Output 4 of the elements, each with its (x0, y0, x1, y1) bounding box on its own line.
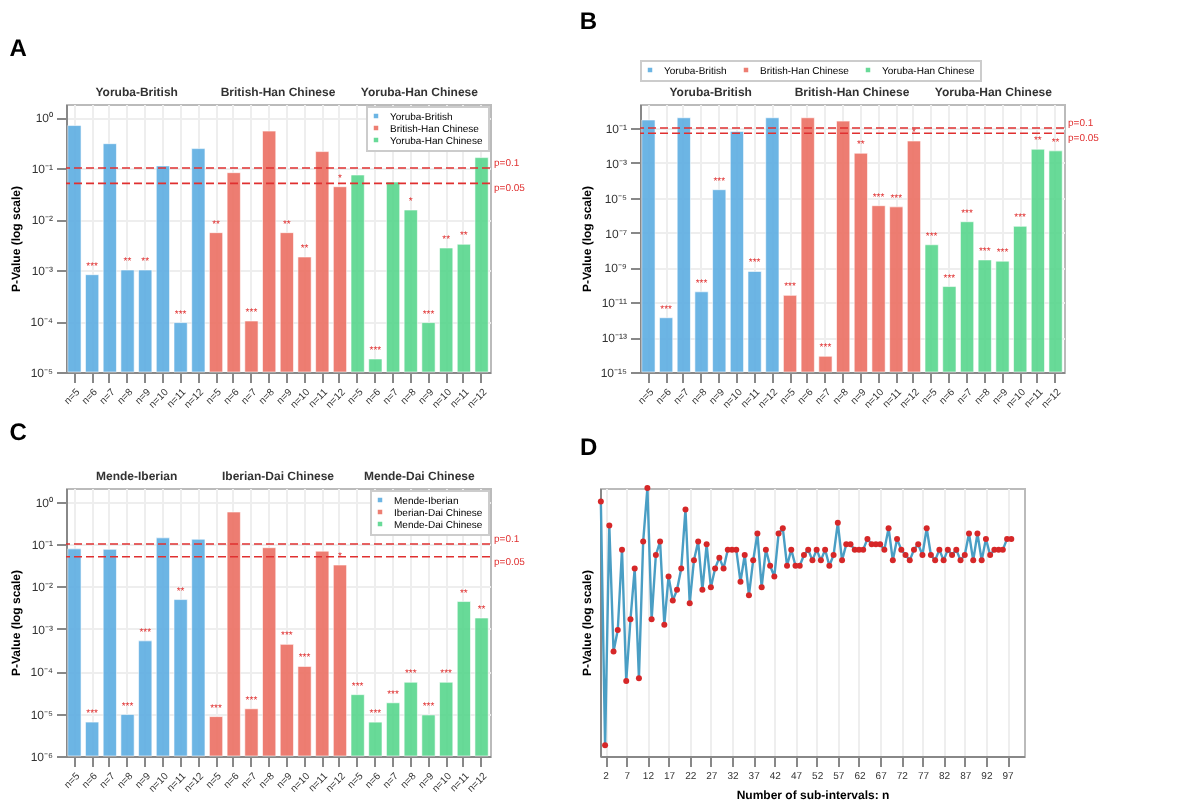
chart-title: A (9, 34, 28, 62)
chart-title: D (580, 433, 598, 461)
chart-title: C (9, 418, 28, 446)
chart-title: B (579, 7, 598, 35)
